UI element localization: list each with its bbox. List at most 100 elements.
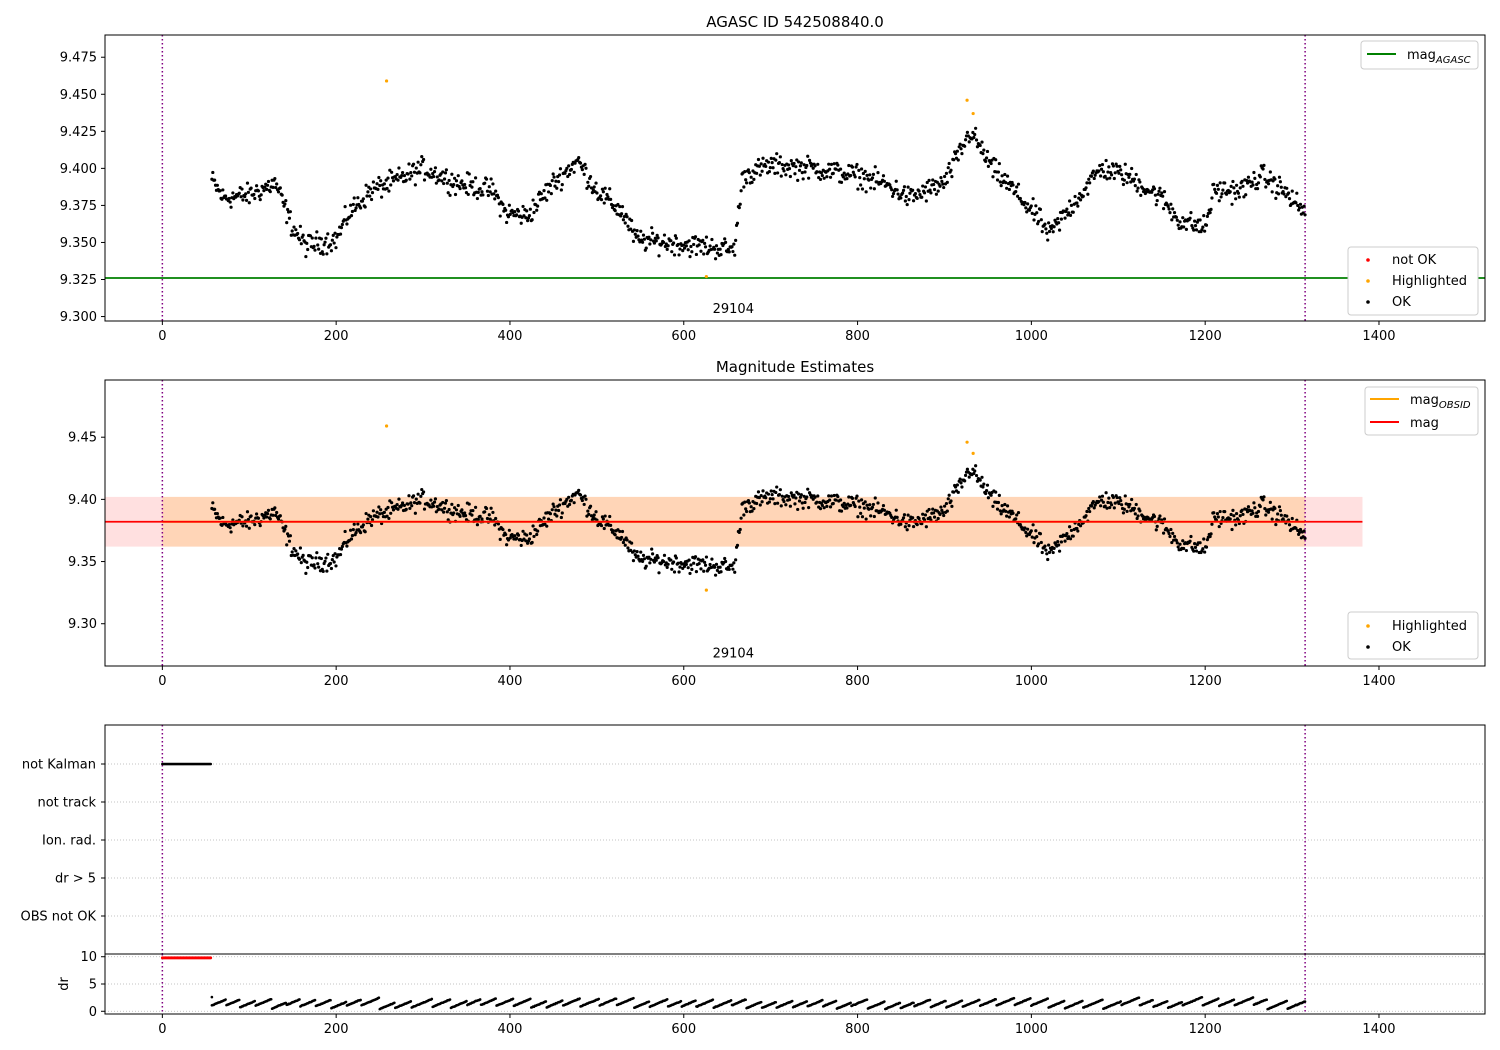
ok-point <box>324 556 328 560</box>
ok-point <box>626 224 630 228</box>
ok-point <box>440 508 444 512</box>
ok-point <box>259 193 263 197</box>
ok-point <box>256 516 261 520</box>
ok-point <box>1216 515 1220 519</box>
ok-point <box>882 179 886 183</box>
ok-point <box>409 170 413 175</box>
ok-point <box>1115 164 1119 168</box>
ok-point <box>1270 190 1274 194</box>
ok-point <box>531 198 535 202</box>
ok-point <box>710 557 714 561</box>
dr-point <box>597 997 601 1001</box>
dr-point <box>744 998 747 1002</box>
ok-point <box>960 485 964 489</box>
ok-point <box>727 250 731 254</box>
dr-point <box>393 1001 396 1005</box>
ok-point <box>1044 548 1048 552</box>
ok-point <box>375 182 379 186</box>
ok-point <box>583 162 587 167</box>
dr-point <box>1137 996 1141 999</box>
y-tick-label: 5 <box>89 978 97 993</box>
ok-point <box>756 157 761 162</box>
ok-point <box>1214 191 1219 195</box>
ok-point <box>506 215 511 219</box>
ok-point <box>867 507 871 511</box>
ok-point <box>955 483 959 487</box>
ok-point <box>1298 202 1303 206</box>
ok-point <box>871 502 876 507</box>
x-tick-label: 1000 <box>1015 329 1048 344</box>
dr-point <box>313 998 317 1002</box>
ok-point <box>1246 505 1251 509</box>
ok-point <box>932 182 936 187</box>
ok-point <box>320 250 324 254</box>
ok-point <box>613 533 617 537</box>
ok-point <box>377 175 381 180</box>
ok-point <box>831 171 835 175</box>
ok-point <box>476 190 480 194</box>
ok-point <box>1064 209 1068 214</box>
ok-point <box>1270 517 1274 521</box>
ok-point <box>456 503 460 508</box>
ok-point <box>920 521 924 526</box>
ok-point <box>1127 175 1131 179</box>
x-tick-label: 1200 <box>1189 674 1222 689</box>
y-tick-label: 0 <box>89 1005 97 1020</box>
ok-point <box>820 173 824 178</box>
y-tick-label: 10 <box>80 950 97 965</box>
ok-point <box>441 170 445 174</box>
ok-point <box>1059 540 1063 544</box>
highlighted-point <box>704 588 708 592</box>
ok-point <box>1193 542 1197 546</box>
agasc-legend-bottom: not OK Highlighted OK <box>1347 246 1479 316</box>
ok-point <box>903 525 907 529</box>
x-tick-label: 1400 <box>1362 674 1395 689</box>
ok-point <box>906 513 910 517</box>
dr-point <box>1251 996 1255 999</box>
dr-point <box>1180 1000 1184 1004</box>
ok-point <box>798 495 803 499</box>
agasc-axes-frame <box>104 34 1486 322</box>
ok-point <box>724 559 728 564</box>
ok-point <box>925 180 929 185</box>
ok-point <box>905 528 909 532</box>
ok-point <box>1047 221 1051 225</box>
ok-point <box>1007 187 1011 192</box>
dr-point <box>805 1000 809 1003</box>
ok-point <box>1158 514 1162 518</box>
ok-point <box>776 501 780 505</box>
ok-point <box>746 168 751 172</box>
ok-point <box>1290 516 1294 521</box>
ok-point <box>1030 211 1034 215</box>
ok-point <box>1135 189 1139 193</box>
ok-point <box>1217 524 1221 529</box>
ok-point <box>1051 550 1055 555</box>
ok-point <box>1098 495 1102 499</box>
ok-point <box>770 492 774 497</box>
ok-point <box>890 515 894 519</box>
ok-point <box>797 492 801 496</box>
ok-point <box>1224 192 1229 196</box>
ok-point <box>881 503 886 508</box>
ok-point <box>784 173 788 177</box>
ok-point <box>1097 169 1101 173</box>
ok-point <box>694 570 699 574</box>
dr-data-layer <box>105 954 1485 1014</box>
ok-point <box>797 168 802 172</box>
ok-point <box>630 541 634 545</box>
ok-point <box>524 539 528 543</box>
ok-point <box>361 523 365 527</box>
ok-point <box>408 506 412 511</box>
ok-point <box>363 205 367 209</box>
ok-point <box>793 502 797 506</box>
ok-point <box>555 186 559 190</box>
ok-point <box>1092 176 1096 181</box>
ok-point <box>1189 534 1193 539</box>
ok-point <box>635 550 639 554</box>
ok-point <box>941 511 945 515</box>
ok-point <box>1212 182 1216 186</box>
ok-point <box>869 186 873 190</box>
ok-point <box>902 513 907 517</box>
ok-point <box>1154 203 1158 207</box>
